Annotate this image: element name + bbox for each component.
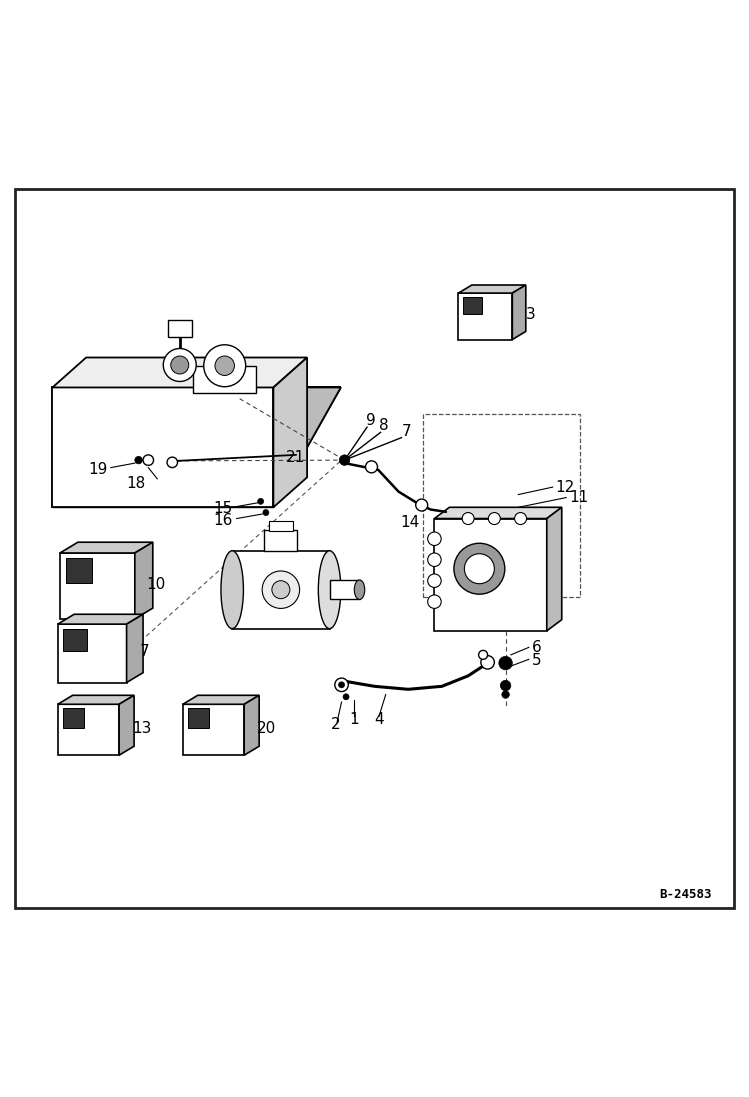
Circle shape (428, 532, 441, 545)
Circle shape (343, 693, 349, 700)
Bar (66, 558, 92, 584)
Polygon shape (273, 387, 341, 507)
Polygon shape (183, 704, 244, 755)
Bar (434, 519, 547, 631)
Text: 13: 13 (133, 721, 152, 736)
Circle shape (428, 574, 441, 588)
Circle shape (163, 349, 196, 382)
Circle shape (454, 543, 505, 595)
Bar (232, 551, 330, 629)
Circle shape (416, 499, 428, 511)
Bar (330, 580, 360, 599)
Circle shape (515, 512, 527, 524)
Bar (423, 414, 580, 597)
Circle shape (262, 570, 300, 609)
Text: 4: 4 (374, 712, 384, 727)
Bar (63, 629, 88, 651)
Polygon shape (135, 542, 153, 619)
Polygon shape (52, 448, 307, 507)
Text: 11: 11 (569, 490, 589, 505)
Bar (264, 530, 297, 551)
Polygon shape (512, 285, 526, 340)
Polygon shape (244, 695, 259, 755)
Text: 21: 21 (286, 450, 306, 465)
Text: 20: 20 (257, 721, 276, 736)
Polygon shape (58, 614, 143, 624)
Polygon shape (86, 387, 341, 448)
Text: 14: 14 (401, 514, 420, 530)
Circle shape (167, 457, 178, 467)
Text: 1: 1 (349, 712, 359, 727)
Text: 6: 6 (532, 640, 542, 655)
Text: 16: 16 (213, 512, 233, 528)
Circle shape (428, 553, 441, 566)
Bar (63, 709, 84, 727)
Polygon shape (547, 507, 562, 631)
Circle shape (335, 678, 348, 691)
Text: 7: 7 (401, 425, 411, 439)
Polygon shape (58, 695, 134, 704)
Circle shape (500, 680, 511, 691)
Circle shape (215, 357, 234, 375)
Circle shape (204, 344, 246, 387)
Text: 15: 15 (213, 501, 233, 517)
Polygon shape (458, 285, 526, 293)
Ellipse shape (221, 551, 243, 629)
Circle shape (135, 456, 142, 464)
Circle shape (171, 357, 189, 374)
Ellipse shape (354, 580, 365, 599)
Bar (463, 297, 482, 315)
Text: 3: 3 (526, 307, 536, 323)
Polygon shape (52, 387, 120, 507)
Polygon shape (52, 387, 273, 507)
Text: B-24583: B-24583 (659, 887, 712, 901)
Text: 18: 18 (126, 476, 145, 490)
Polygon shape (119, 695, 134, 755)
Circle shape (272, 580, 290, 599)
Polygon shape (127, 614, 143, 682)
Circle shape (502, 691, 509, 699)
Polygon shape (58, 704, 119, 755)
Polygon shape (458, 293, 512, 340)
Text: 8: 8 (379, 418, 389, 433)
Polygon shape (52, 358, 307, 387)
Bar (269, 521, 293, 531)
Circle shape (481, 656, 494, 669)
Text: 2: 2 (331, 717, 341, 732)
Ellipse shape (318, 551, 341, 629)
Circle shape (488, 512, 500, 524)
Circle shape (339, 682, 345, 688)
Polygon shape (60, 553, 135, 619)
Polygon shape (60, 542, 153, 553)
Circle shape (366, 461, 377, 473)
Text: 12: 12 (556, 479, 575, 495)
Text: 9: 9 (366, 412, 375, 428)
Text: 5: 5 (532, 654, 542, 668)
Circle shape (143, 455, 154, 465)
Circle shape (464, 554, 494, 584)
Polygon shape (434, 507, 562, 519)
Circle shape (499, 656, 512, 670)
Circle shape (339, 455, 350, 465)
Bar (193, 365, 256, 393)
Polygon shape (183, 695, 259, 704)
Circle shape (258, 498, 264, 505)
Bar (168, 320, 192, 337)
Polygon shape (58, 624, 127, 682)
Text: 19: 19 (88, 462, 108, 476)
Text: 7: 7 (139, 644, 149, 659)
Text: 10: 10 (147, 577, 166, 592)
Circle shape (428, 595, 441, 609)
Polygon shape (52, 387, 120, 507)
Polygon shape (273, 358, 307, 507)
Circle shape (462, 512, 474, 524)
Circle shape (263, 509, 269, 516)
Bar (188, 709, 209, 727)
Circle shape (479, 651, 488, 659)
